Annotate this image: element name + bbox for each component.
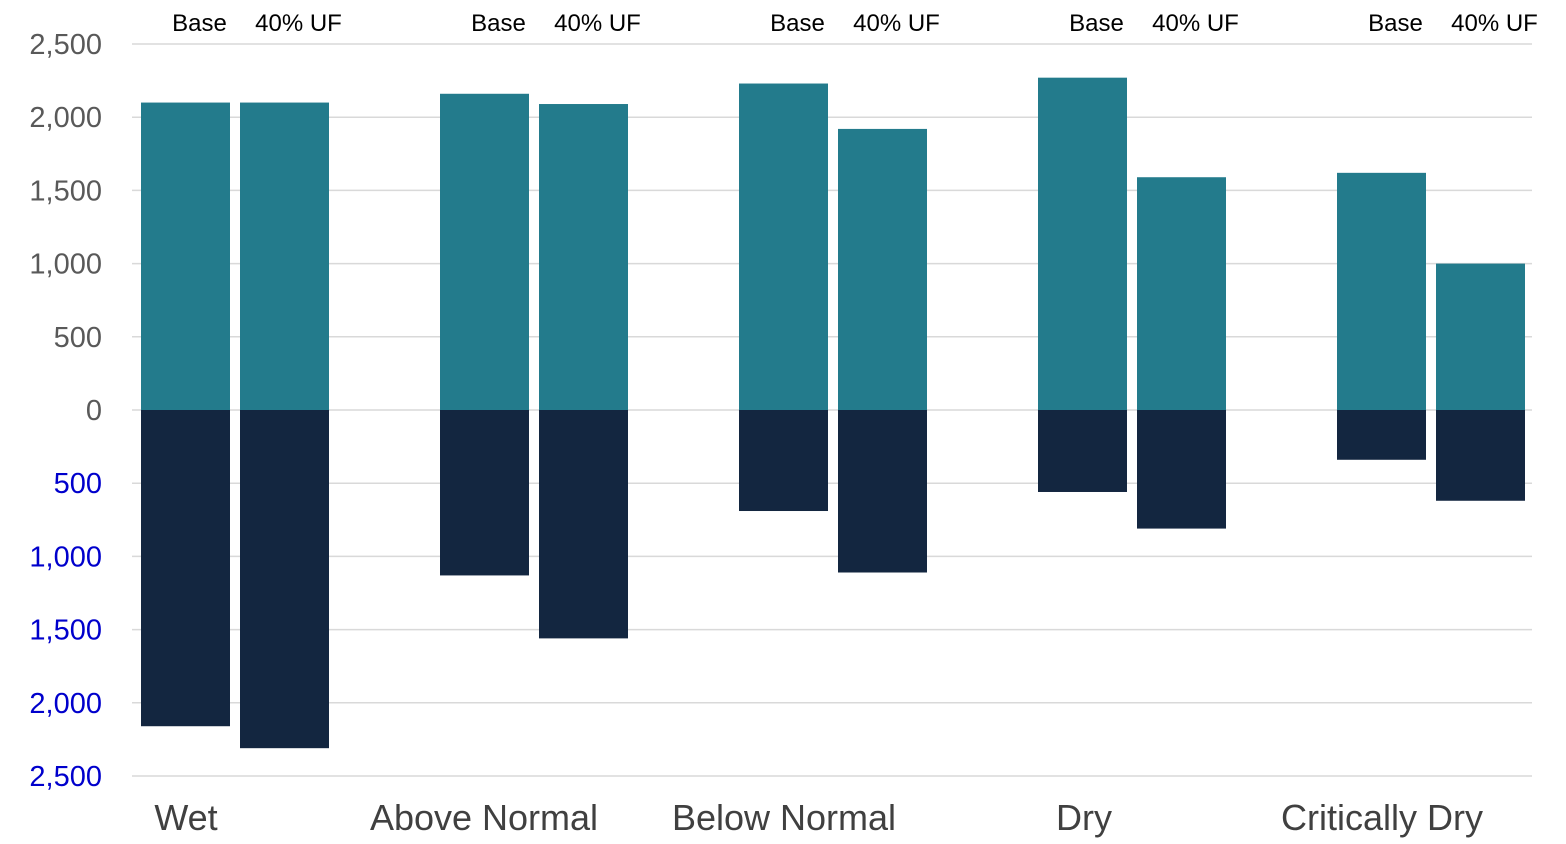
category-label: Dry	[1056, 797, 1112, 838]
bar-negative	[1436, 410, 1525, 501]
category-label: Below Normal	[672, 797, 896, 838]
bar-positive	[141, 102, 230, 410]
scenario-label: 40% UF	[1152, 10, 1239, 37]
scenario-label: Base	[471, 10, 526, 37]
scenario-label: 40% UF	[554, 10, 641, 37]
bar-negative	[739, 410, 828, 512]
y-tick-label: 2,500	[29, 761, 102, 793]
y-tick-label: 500	[54, 468, 102, 500]
category-label: Wet	[154, 797, 217, 838]
category-label: Critically Dry	[1281, 797, 1483, 838]
scenario-label: Base	[1368, 10, 1423, 37]
bar-negative	[539, 410, 628, 639]
category-label: Above Normal	[370, 797, 598, 838]
scenario-label: Base	[1069, 10, 1124, 37]
y-tick-label: 2,000	[29, 688, 102, 720]
y-tick-label: 1,500	[29, 615, 102, 647]
bar-negative	[1038, 410, 1127, 492]
gridlines	[132, 43, 1532, 777]
y-tick-label: 1,500	[29, 175, 102, 207]
category-labels: Wet Above Normal Below Normal Dry Critically…	[154, 797, 1483, 838]
y-tick-label: 500	[54, 322, 102, 354]
bar-positive	[838, 128, 927, 411]
scenario-label: 40% UF	[255, 10, 342, 37]
y-tick-label: 1,000	[29, 249, 102, 281]
scenario-label: 40% UF	[1451, 10, 1538, 37]
bar-positive	[440, 93, 529, 410]
bar-positive	[240, 102, 329, 410]
y-tick-label: 2,500	[29, 29, 102, 61]
bar-positive	[739, 83, 828, 410]
scenario-label: Base	[172, 10, 227, 37]
bar-negative	[1137, 410, 1226, 529]
bar-positive	[539, 104, 628, 411]
scenario-labels: Base 40% UF Base 40% UF Base 40% UF Base 40% UF…	[172, 10, 1538, 37]
bars	[141, 77, 1525, 749]
y-tick-label: 2,000	[29, 102, 102, 134]
y-tick-label: 1,000	[29, 541, 102, 573]
bar-positive	[1436, 263, 1525, 410]
bar-negative	[1337, 410, 1426, 460]
bar-negative	[440, 410, 529, 576]
bar-negative	[838, 410, 927, 573]
bar-positive	[1137, 177, 1226, 410]
y-axis-tick-labels: 2,500 2,000 1,500 1,000 500 0 500 1,000 1,500 2,0…	[29, 29, 102, 793]
y-tick-label: 0	[86, 395, 102, 427]
scenario-label: 40% UF	[853, 10, 940, 37]
bar-negative	[141, 410, 230, 727]
bar-positive	[1337, 172, 1426, 410]
scenario-label: Base	[770, 10, 825, 37]
bar-positive	[1038, 77, 1127, 410]
bar-negative	[240, 410, 329, 749]
